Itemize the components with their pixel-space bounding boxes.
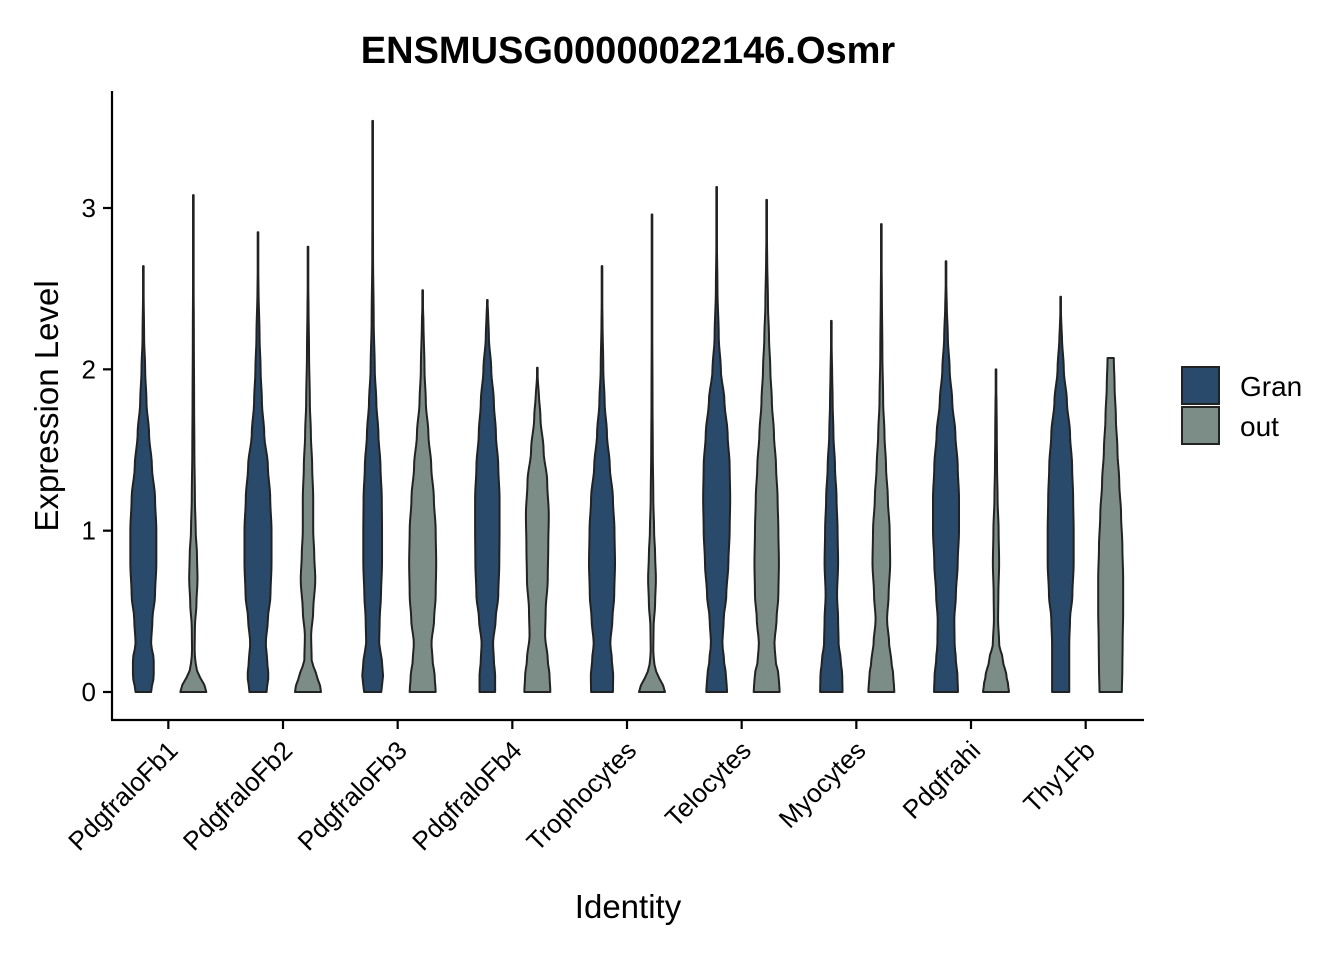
violin-out-pdgfrahi: [982, 368, 1010, 693]
violin-out-pdgfralofb1: [179, 194, 208, 693]
violin-gran-pdgfralofb1: [129, 265, 158, 693]
legend-label-gran: Gran: [1240, 371, 1302, 402]
y-axis-title: Expression Level: [28, 280, 65, 531]
legend-label-out: out: [1240, 411, 1279, 442]
y-tick-label: 1: [82, 516, 96, 546]
violin-out-pdgfralofb2: [294, 245, 322, 693]
x-axis-ticks: PdgfraloFb1PdgfraloFb2PdgfraloFb3Pdgfral…: [62, 720, 1101, 857]
y-tick-label: 3: [82, 193, 96, 223]
y-axis-ticks: 0 1 2 3: [82, 193, 112, 707]
x-tick-label: PdgfraloFb1: [62, 735, 183, 856]
legend-key-gran: [1181, 366, 1220, 405]
violin-gran-pdgfralofb3: [361, 119, 385, 693]
x-tick-label: PdgfraloFb2: [177, 735, 298, 856]
x-tick-label: Telocytes: [659, 735, 757, 833]
y-tick-label: 0: [82, 677, 96, 707]
violin-out-trophocytes: [638, 213, 666, 693]
violin-out-telocytes: [752, 198, 781, 693]
x-tick-label: PdgfraloFb3: [292, 735, 413, 856]
x-tick-label: Thy1Fb: [1017, 735, 1101, 819]
violin-out-pdgfralofb4: [523, 366, 552, 693]
x-tick-label: PdgfraloFb4: [406, 735, 527, 856]
violin-gran-myocytes: [819, 319, 844, 693]
x-axis-title: Identity: [575, 888, 682, 925]
violin-gran-pdgfralofb2: [243, 231, 273, 693]
violin-gran-trophocytes: [588, 265, 616, 693]
x-tick-label: Pdgfrahi: [897, 735, 987, 825]
x-tick-label: Trophocytes: [521, 735, 643, 857]
legend-key-out: [1181, 406, 1220, 445]
chart-title: ENSMUSG00000022146.Osmr: [361, 30, 896, 72]
violin-out-thy1fb: [1097, 357, 1125, 693]
violin-gran-pdgfralofb4: [474, 298, 501, 693]
violin-gran-thy1fb: [1046, 295, 1075, 693]
violin-gran-telocytes: [702, 186, 732, 693]
legend: Gran out: [1181, 366, 1302, 445]
violin-out-myocytes: [867, 223, 896, 693]
violin-layer: [129, 119, 1125, 693]
y-tick-label: 2: [82, 354, 96, 384]
x-tick-label: Myocytes: [773, 735, 872, 834]
violin-gran-pdgfrahi: [932, 260, 960, 693]
violin-out-pdgfralofb3: [408, 289, 438, 693]
